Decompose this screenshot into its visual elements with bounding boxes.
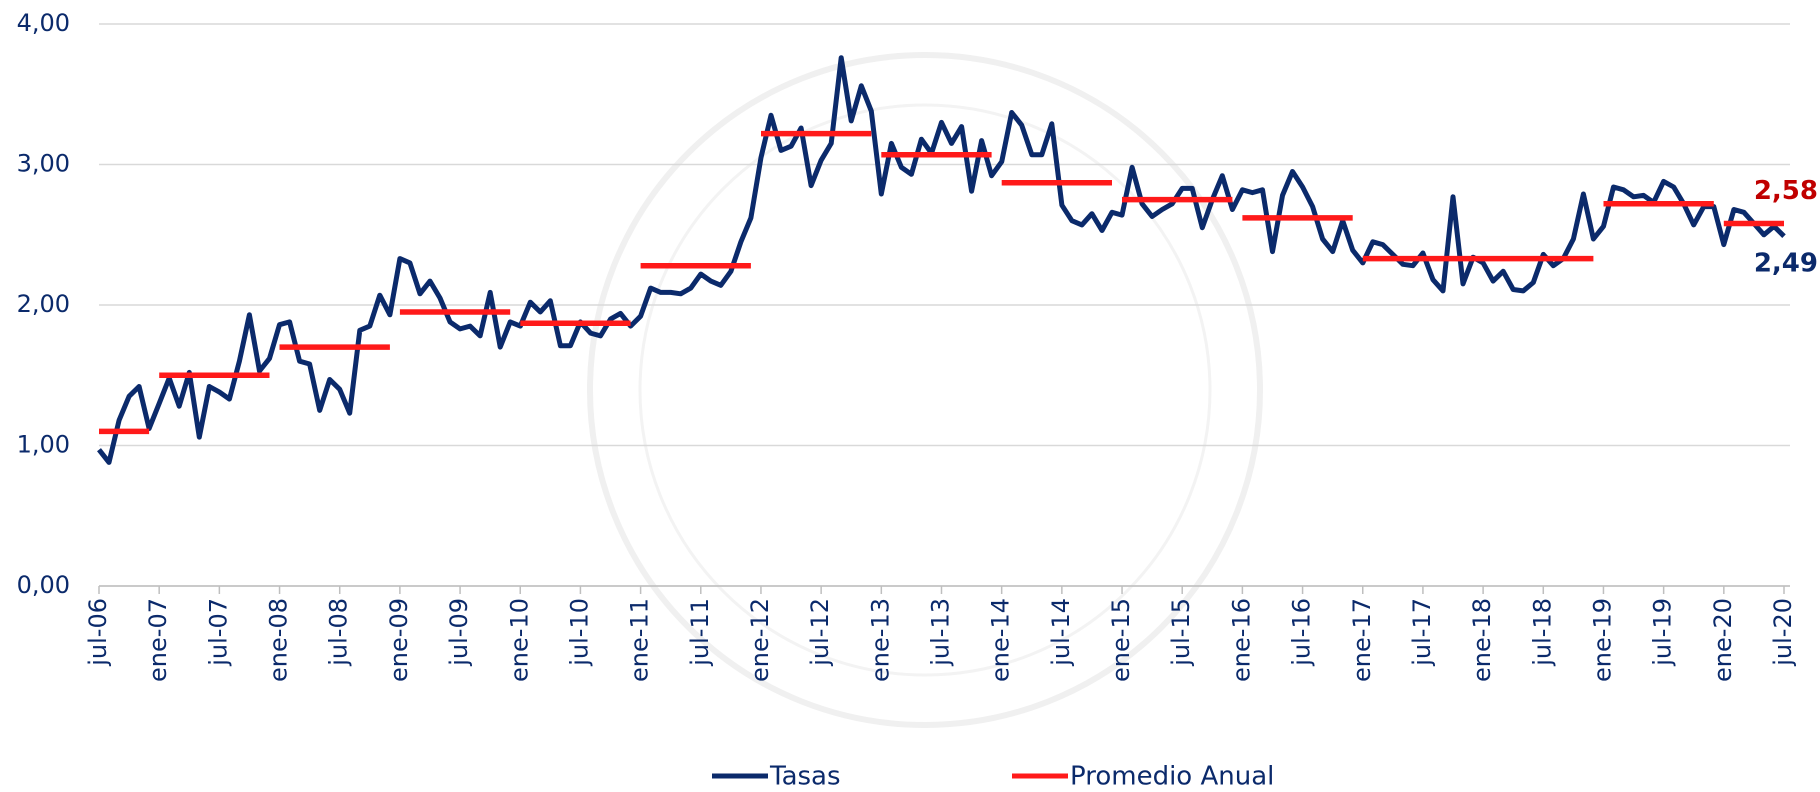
x-tick-label: jul-16	[1288, 598, 1316, 667]
x-tick-label: jul-07	[204, 598, 232, 667]
y-tick-label: 0,00	[17, 571, 70, 599]
x-tick-label: jul-09	[445, 598, 473, 667]
data-label: 2,58	[1754, 176, 1818, 206]
x-tick-label: ene-13	[866, 598, 894, 682]
x-tick-label: ene-16	[1227, 598, 1255, 682]
x-tick-label: ene-17	[1348, 598, 1376, 682]
x-tick-label: ene-10	[505, 598, 533, 682]
y-tick-label: 3,00	[17, 150, 70, 178]
x-tick-label: ene-11	[626, 598, 654, 682]
watermark	[587, 52, 1263, 728]
series-line	[97, 55, 1786, 465]
x-tick-label: jul-13	[927, 598, 955, 667]
x-tick-label: ene-18	[1468, 598, 1496, 682]
x-tick-label: jul-20	[1769, 598, 1797, 667]
x-tick-label: ene-07	[144, 598, 172, 682]
x-tick-label: jul-17	[1408, 598, 1436, 667]
x-tick-label: ene-09	[385, 598, 413, 682]
y-tick-label: 1,00	[17, 431, 70, 459]
x-tick-label: jul-10	[565, 598, 593, 667]
x-tick-label: ene-20	[1709, 598, 1737, 682]
x-tick-label: jul-15	[1167, 598, 1195, 667]
watermark	[638, 103, 1212, 677]
legend-label: Tasas	[769, 762, 841, 792]
x-tick-label: jul-11	[686, 598, 714, 667]
x-tick-label: ene-15	[1107, 598, 1135, 682]
x-tick-label: ene-08	[265, 598, 293, 682]
y-tick-label: 2,00	[17, 290, 70, 318]
x-tick-label: jul-19	[1649, 598, 1677, 667]
x-tick-label: jul-12	[806, 598, 834, 667]
x-tick-label: ene-14	[987, 598, 1015, 682]
data-label: 2,49	[1754, 249, 1818, 279]
x-tick-label: ene-19	[1588, 598, 1616, 682]
x-tick-label: jul-14	[1047, 598, 1075, 667]
y-tick-label: 4,00	[17, 9, 70, 37]
legend-label: Promedio Anual	[1070, 762, 1274, 792]
x-tick-label: jul-08	[325, 598, 353, 667]
x-tick-label: jul-18	[1528, 598, 1556, 667]
x-tick-label: ene-12	[746, 598, 774, 682]
x-tick-label: jul-06	[84, 598, 112, 667]
